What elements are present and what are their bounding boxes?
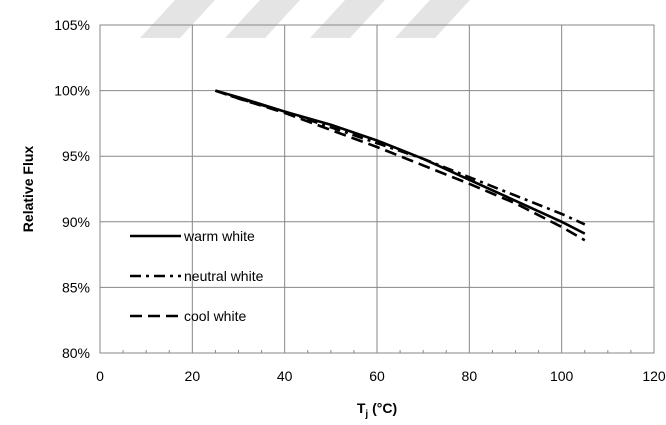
y-tick-label: 95% <box>62 148 90 164</box>
x-tick-label: 40 <box>277 368 293 384</box>
y-tick-label: 90% <box>62 214 90 230</box>
x-tick-label: 120 <box>642 368 666 384</box>
grid-lines <box>100 25 654 353</box>
x-tick-label: 20 <box>185 368 201 384</box>
watermark-chevrons <box>140 0 470 38</box>
x-axis-title: Tj (°C) <box>357 400 397 420</box>
y-axis-title: Relative Flux <box>20 146 36 233</box>
series-line-cool-white <box>214 89 586 242</box>
y-tick-label: 85% <box>62 279 90 295</box>
x-tick-label: 80 <box>462 368 478 384</box>
x-axis-title-unit: (°C) <box>368 400 397 416</box>
y-tick-label: 80% <box>62 345 90 361</box>
y-tick-label: 105% <box>54 17 90 33</box>
legend: warm white neutral white cool white <box>130 228 264 324</box>
axis-ticks: 0 20 40 60 80 100 120 80% 85% 90% 95% 100% 105% <box>54 17 666 384</box>
x-tick-label: 100 <box>550 368 574 384</box>
series-line-warm-white <box>215 89 586 235</box>
y-tick-label: 100% <box>54 83 90 99</box>
x-axis-title-main: T <box>357 400 366 416</box>
x-tick-label: 60 <box>369 368 385 384</box>
x-axis-title-subscript: j <box>364 409 368 420</box>
series-line-neutral-white <box>214 89 586 226</box>
legend-label: cool white <box>184 308 246 324</box>
legend-label: neutral white <box>184 268 264 284</box>
plot-area <box>99 24 655 354</box>
legend-label: warm white <box>183 228 255 244</box>
series-lines <box>214 89 586 242</box>
x-tick-label: 0 <box>96 368 104 384</box>
